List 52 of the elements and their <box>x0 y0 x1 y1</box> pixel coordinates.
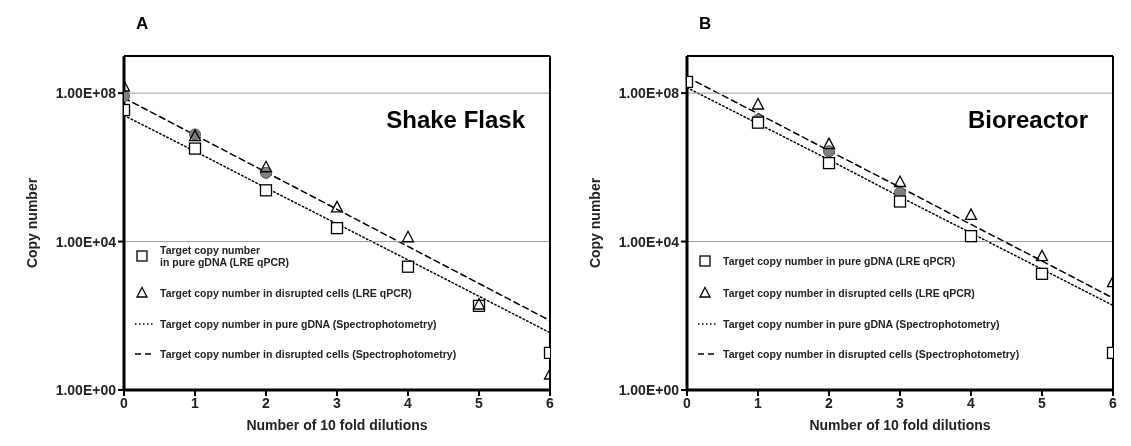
point <box>964 208 978 221</box>
point <box>822 137 836 150</box>
point <box>401 230 415 243</box>
y-tick-label: 1.00E+04 <box>618 233 680 250</box>
legend-label: Target copy number in pure gDNA (Spectrophotometry) <box>723 318 1000 330</box>
y-axis-title: Copy number <box>586 177 603 269</box>
point <box>401 260 415 273</box>
annotation: Shake Flask <box>386 106 525 134</box>
x-tick-label: 5 <box>475 394 484 411</box>
point <box>188 142 202 155</box>
x-tick-label: 6 <box>1109 394 1118 411</box>
point <box>1035 267 1049 280</box>
x-tick-label: 3 <box>896 394 905 411</box>
x-tick-label: 3 <box>333 394 342 411</box>
legend-label: Target copy number in disrupted cells (Spectrophotometry) <box>160 348 457 360</box>
x-tick-label: 2 <box>825 394 834 411</box>
point <box>893 175 907 188</box>
y-tick-label: 1.00E+08 <box>618 85 680 102</box>
point <box>259 160 273 173</box>
point <box>751 97 765 110</box>
legend-label: Target copy number in pure gDNA (LRE qPCR) <box>723 255 956 267</box>
x-tick-label: 6 <box>546 394 555 411</box>
annotation: Bioreactor <box>967 106 1088 134</box>
legend-label: Target copy number in pure gDNA (Spectrophotometry) <box>160 318 437 330</box>
point <box>259 184 273 197</box>
legend-label: Target copy number in pure gDNA (LRE qPCR) <box>160 244 290 268</box>
point <box>1035 249 1049 262</box>
y-tick-label: 1.00E+08 <box>55 85 117 102</box>
x-tick-label: 0 <box>683 394 692 411</box>
chart-title: A <box>136 13 150 35</box>
y-tick-label: 1.00E+00 <box>55 381 117 398</box>
legend-label: Target copy number in disrupted cells (LRE qPCR) <box>723 287 975 299</box>
chart-title: B <box>699 13 713 35</box>
point <box>330 200 344 213</box>
legend-label: Target copy number in disrupted cells (Spectrophotometry) <box>723 348 1020 360</box>
y-axis-title: Copy number <box>23 177 40 269</box>
point <box>330 221 344 235</box>
y-tick-label: 1.00E+04 <box>55 233 117 250</box>
legend-label: Target copy number in disrupted cells (LRE qPCR) <box>160 287 412 299</box>
x-tick-label: 0 <box>120 394 129 411</box>
x-tick-label: 2 <box>262 394 271 411</box>
x-tick-label: 5 <box>1038 394 1047 411</box>
point <box>964 229 978 243</box>
x-tick-label: 1 <box>754 394 763 411</box>
x-tick-label: 4 <box>967 394 976 411</box>
point <box>822 156 836 170</box>
x-axis-title: Number of 10 fold dilutions <box>246 417 428 433</box>
x-tick-label: 1 <box>191 394 200 411</box>
x-tick-label: 4 <box>404 394 413 411</box>
point <box>893 195 907 208</box>
x-axis-title: Number of 10 fold dilutions <box>809 417 991 433</box>
y-tick-label: 1.00E+00 <box>618 381 680 398</box>
